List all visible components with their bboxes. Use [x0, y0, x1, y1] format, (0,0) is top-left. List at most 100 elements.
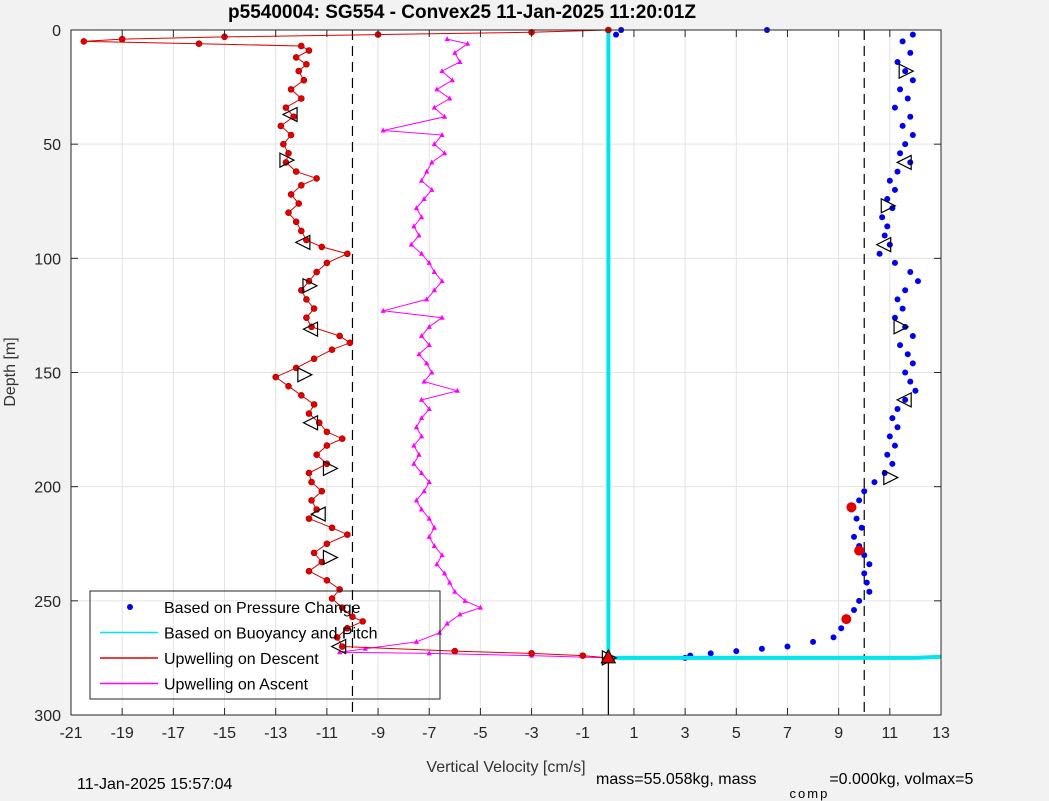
series-point: [891, 104, 898, 111]
series-point: [303, 296, 310, 303]
x-axis-label: Vertical Velocity [cm/s]: [426, 759, 585, 776]
series-point: [418, 415, 425, 421]
series-point: [856, 497, 863, 504]
series-point: [323, 442, 331, 449]
series-point: [338, 604, 346, 611]
series-point: [894, 406, 901, 413]
ticks: -21 -19 -17 -15 -13 -11 -9 -7 -5 -3 -1 1 3 5 7 9 11 13050…: [34, 23, 950, 742]
series-point: [323, 576, 331, 584]
series-point: [285, 382, 292, 390]
series-point: [272, 373, 280, 381]
series-point: [292, 54, 300, 61]
x-tick-label: -1: [576, 725, 590, 742]
x-tick-label: -11: [316, 725, 338, 742]
series-point: [426, 515, 432, 521]
series-point: [313, 451, 320, 459]
series-point: [858, 524, 865, 531]
series-point: [287, 191, 295, 198]
series-point: [80, 38, 88, 45]
series-point: [449, 77, 455, 83]
series-point: [707, 650, 714, 657]
series-point: [866, 561, 873, 568]
series-point: [318, 487, 326, 495]
series-point: [886, 433, 893, 440]
series-point: [851, 606, 857, 613]
series-point: [897, 150, 904, 157]
series-point: [457, 611, 463, 617]
series-point: [912, 387, 919, 394]
series-point: [866, 588, 873, 595]
series-point: [310, 305, 318, 312]
series-point: [441, 570, 448, 576]
series-point: [907, 49, 914, 56]
series-point: [280, 140, 287, 148]
series-point: [902, 68, 909, 75]
series-point: [292, 168, 300, 175]
series-point: [303, 60, 310, 68]
series-point: [886, 177, 893, 184]
x-tick-label: -7: [422, 725, 436, 742]
series-point: [891, 442, 898, 449]
series-point: [418, 250, 425, 256]
series-point: [418, 469, 425, 475]
series-point: [902, 323, 909, 330]
triangle-marker: [302, 321, 319, 338]
red-circle-marker: [841, 614, 852, 625]
series-point: [421, 488, 427, 494]
series-point: [426, 259, 432, 265]
series-point: [305, 567, 313, 575]
series-point: [285, 209, 292, 216]
series-point: [295, 67, 303, 75]
series-point: [447, 579, 453, 585]
series-point: [416, 232, 422, 238]
series-4: [337, 36, 611, 660]
series-point: [413, 424, 420, 430]
series-point: [344, 624, 351, 632]
triangle-marker: [898, 63, 915, 80]
series-point: [454, 387, 460, 393]
series-line: [606, 30, 942, 660]
series-point: [295, 200, 303, 207]
series-point: [424, 168, 430, 174]
x-tick-label: 11: [882, 725, 899, 742]
series-point: [465, 40, 471, 46]
red-circle-marker: [854, 545, 865, 556]
series-point: [424, 360, 430, 366]
series-point: [297, 42, 305, 50]
volmax-text: =0.000kg, volmax=5: [829, 771, 974, 788]
series-3: [80, 26, 612, 662]
series-point: [413, 638, 420, 644]
series-point: [426, 533, 432, 539]
series-point: [907, 113, 914, 120]
x-tick-label: -19: [111, 725, 134, 742]
series-point: [305, 410, 313, 417]
series-point: [902, 287, 909, 294]
series-point: [889, 415, 896, 422]
series-point: [909, 31, 916, 38]
series-point: [413, 205, 420, 211]
series-point: [418, 214, 425, 220]
series-point: [344, 531, 351, 538]
series-point: [439, 552, 445, 558]
series-point: [297, 227, 305, 235]
y-tick-label: 250: [34, 594, 61, 611]
series-point: [305, 47, 313, 54]
x-tick-label: -13: [264, 725, 287, 742]
triangle-marker: [297, 366, 314, 383]
series-point: [195, 40, 203, 48]
series-point: [439, 132, 445, 138]
footer-mass: mass=55.058kg, mass comp=0.000kg, volmax=…: [596, 771, 974, 801]
series-point: [380, 307, 386, 313]
series-point: [429, 186, 435, 192]
series-point: [784, 643, 791, 650]
legend-entry: Upwelling on Ascent: [164, 677, 309, 694]
series-point: [879, 214, 886, 221]
series-point: [421, 378, 427, 384]
series-point: [318, 243, 326, 251]
series-point: [579, 652, 587, 659]
x-tick-label: -5: [473, 725, 487, 742]
series-point: [894, 296, 901, 303]
series-point: [477, 604, 484, 610]
series-point: [429, 369, 435, 375]
series-point: [349, 613, 356, 621]
